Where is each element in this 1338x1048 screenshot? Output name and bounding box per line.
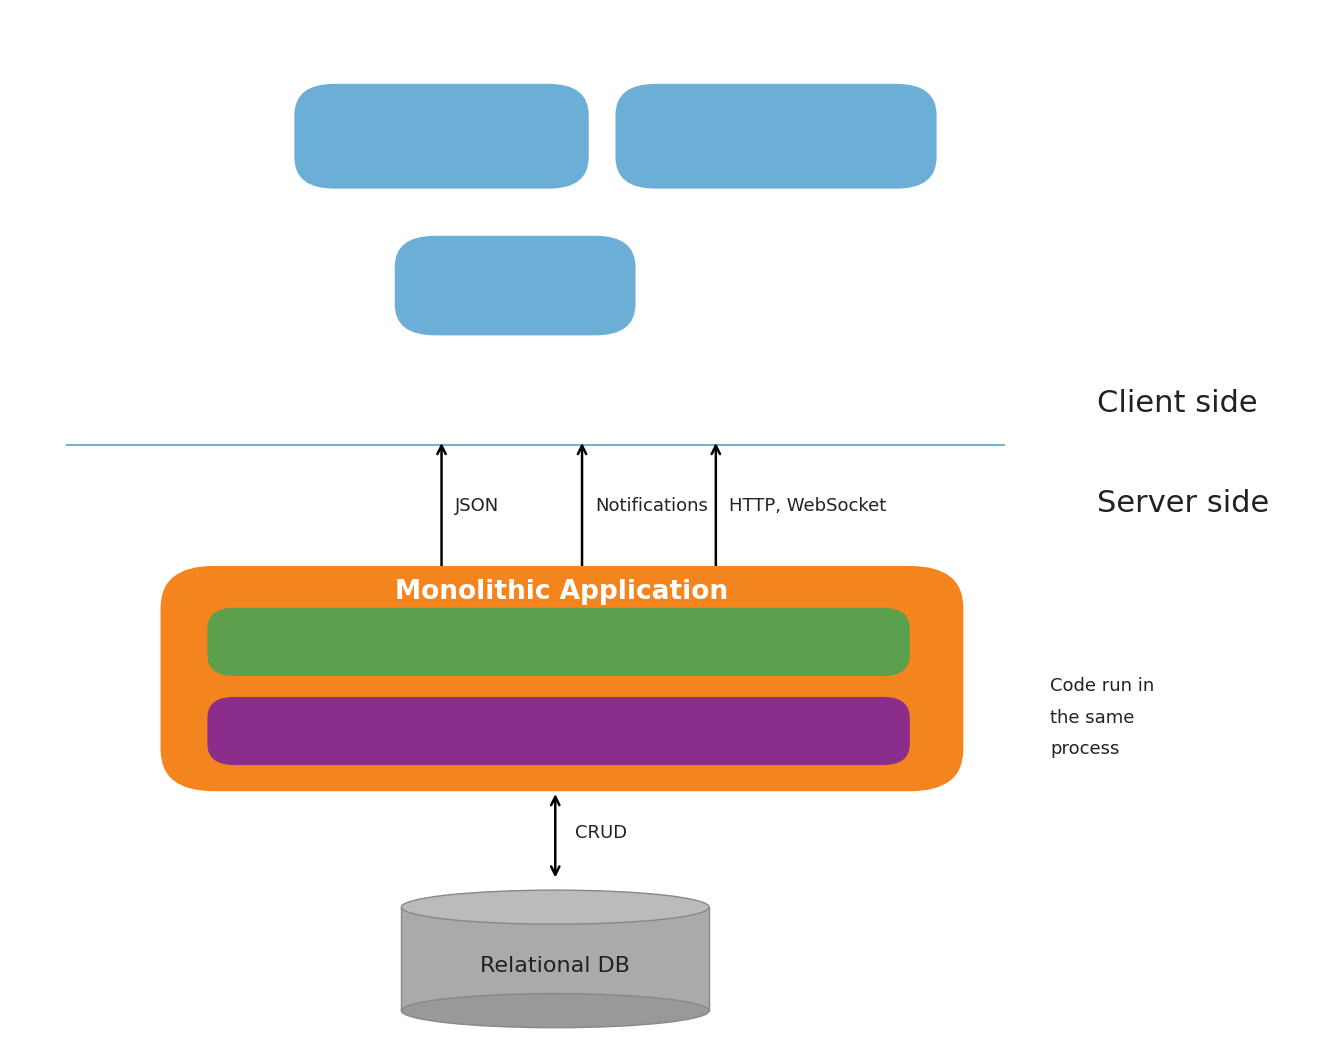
Ellipse shape — [401, 890, 709, 924]
Text: Repositories: Repositories — [470, 719, 648, 743]
Text: Client side: Client side — [1097, 389, 1258, 418]
Text: Web Client: Web Client — [365, 125, 518, 148]
Ellipse shape — [401, 994, 709, 1028]
Text: Relational DB: Relational DB — [480, 956, 630, 976]
FancyBboxPatch shape — [207, 697, 910, 765]
FancyBboxPatch shape — [615, 84, 937, 189]
Text: JSON: JSON — [455, 497, 499, 515]
FancyBboxPatch shape — [294, 84, 589, 189]
Text: Notifications: Notifications — [595, 497, 708, 515]
Text: the same: the same — [1050, 708, 1135, 727]
Text: CRUD: CRUD — [575, 824, 628, 843]
Text: IoT: IoT — [494, 274, 537, 298]
Text: HTTP, WebSocket: HTTP, WebSocket — [729, 497, 887, 515]
Bar — [401, 908, 709, 1010]
Text: Monolithic Application: Monolithic Application — [396, 580, 728, 605]
Text: process: process — [1050, 740, 1120, 759]
FancyBboxPatch shape — [161, 566, 963, 791]
Text: Services: Services — [499, 630, 618, 654]
Text: Server side: Server side — [1097, 488, 1270, 518]
Text: Mobile Client: Mobile Client — [684, 125, 868, 148]
FancyBboxPatch shape — [207, 608, 910, 676]
Text: Code run in: Code run in — [1050, 677, 1155, 696]
FancyBboxPatch shape — [395, 236, 636, 335]
